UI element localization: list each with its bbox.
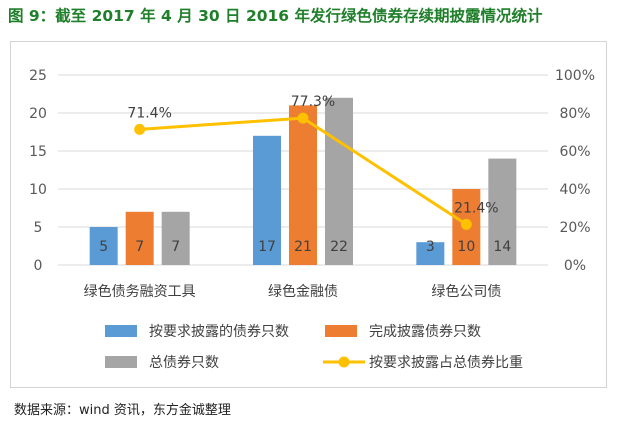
y2-tick-label: 80% — [559, 106, 590, 122]
legend-label: 完成披露债券只数 — [369, 324, 481, 340]
chart-title: 图 9：截至 2017 年 4 月 30 日 2016 年发行绿色债券存续期披露… — [8, 7, 543, 25]
y-tick-label: 0 — [34, 258, 43, 274]
legend-label: 总债券只数 — [149, 355, 219, 371]
bar-gray-2 — [488, 158, 517, 265]
legend-swatch-orange — [325, 325, 357, 337]
bar-data-label: 5 — [99, 239, 108, 255]
bar-data-label: 7 — [171, 239, 180, 255]
y2-tick-label: 100% — [555, 68, 595, 84]
y2-tick-label: 60% — [559, 144, 590, 160]
bar-blue-0 — [89, 227, 118, 265]
bar-blue-2 — [416, 242, 445, 265]
bar-data-label: 10 — [457, 239, 475, 255]
bar-data-label: 22 — [330, 239, 348, 255]
y2-tick-label: 20% — [559, 220, 590, 236]
ratio-point-2 — [460, 218, 472, 230]
y-tick-label: 25 — [29, 68, 47, 84]
x-category-label: 绿色金融债 — [268, 283, 338, 300]
legend-swatch-blue — [105, 325, 137, 337]
ratio-data-label: 71.4% — [127, 105, 171, 121]
ratio-data-label: 21.4% — [454, 200, 498, 216]
bar-data-label: 7 — [135, 239, 144, 255]
bar-data-label: 14 — [493, 239, 511, 255]
y2-tick-label: 40% — [559, 182, 590, 198]
bar-blue-1 — [253, 135, 281, 265]
legend-swatch-gray — [105, 356, 137, 368]
x-category-label: 绿色公司债 — [431, 283, 501, 300]
bar-orange-0 — [125, 211, 154, 265]
bar-data-label: 3 — [426, 239, 435, 255]
bar-data-label: 17 — [258, 239, 276, 255]
bar-gray-0 — [161, 211, 190, 265]
y2-tick-label: 0% — [564, 258, 586, 274]
ratio-data-label: 77.3% — [291, 94, 335, 110]
chart-frame — [10, 41, 607, 388]
bar-orange-1 — [289, 105, 317, 266]
y-tick-label: 5 — [34, 220, 43, 236]
bar-data-label: 21 — [294, 239, 312, 255]
ratio-point-0 — [134, 123, 146, 135]
legend-point-swatch — [338, 356, 350, 368]
y-tick-label: 10 — [29, 182, 47, 198]
ratio-point-1 — [297, 112, 309, 124]
y-tick-label: 20 — [29, 106, 47, 122]
y-tick-label: 15 — [29, 144, 47, 160]
bar-gray-1 — [325, 97, 353, 265]
legend-label: 按要求披露占总债券比重 — [369, 355, 523, 371]
legend-label: 按要求披露的债券只数 — [149, 324, 289, 340]
x-category-label: 绿色债务融资工具 — [84, 283, 196, 300]
source-note: 数据来源：wind 资讯，东方金诚整理 — [14, 403, 231, 418]
